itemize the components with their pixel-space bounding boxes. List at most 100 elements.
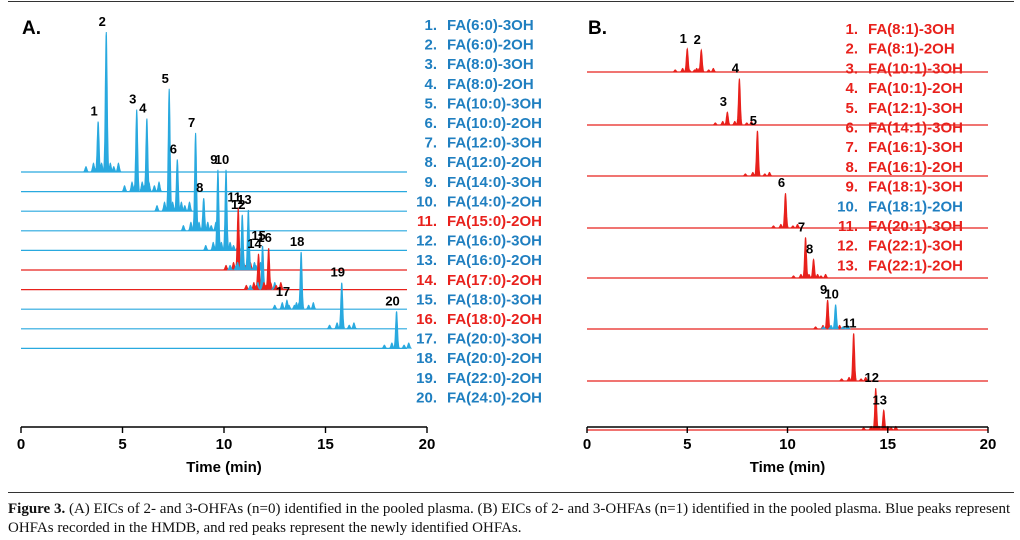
x-tick-label: 0 [583, 436, 591, 453]
peak-label-7: 7 [188, 115, 195, 130]
peak-label-3: 3 [129, 92, 136, 107]
legend-entry: FA(18:1)-3OH [868, 179, 963, 196]
legend-entry: FA(12:1)-3OH [868, 100, 963, 117]
peak-noise [173, 197, 181, 212]
peak-noise [812, 326, 819, 330]
x-tick-label: 15 [317, 436, 334, 453]
peak-noise [139, 181, 146, 192]
peak-noise [686, 69, 693, 73]
peak-noise [247, 284, 254, 290]
peak-noise [794, 223, 801, 229]
legend-number: 2. [424, 37, 437, 54]
peak-label-4: 4 [732, 61, 740, 76]
peak-label-8: 8 [196, 180, 203, 195]
legend-number: 18. [416, 350, 437, 367]
peak-noise [338, 319, 345, 329]
peak-label-18: 18 [290, 234, 304, 249]
x-tick-label: 15 [879, 436, 896, 453]
legend-number: 5. [424, 95, 437, 112]
peak-noise [782, 222, 789, 229]
caption-text: (A) EICs of 2- and 3-OHFAs (n=0) identif… [8, 501, 1011, 536]
peak-2 [697, 48, 705, 73]
legend-entry: FA(24:0)-2OH [447, 389, 542, 406]
peak-noise [253, 284, 260, 290]
peak-label-17: 17 [276, 284, 290, 299]
legend-number: 20. [416, 389, 437, 406]
peak-noise [245, 258, 252, 271]
legend-entry: FA(18:1)-2OH [868, 198, 963, 215]
peak-label-5: 5 [750, 113, 757, 128]
peak-label-19: 19 [331, 265, 345, 280]
legend-number: 16. [416, 311, 437, 328]
caption-label: Figure 3. [8, 501, 66, 517]
legend-number: 5. [845, 100, 858, 117]
peak-noise [820, 326, 827, 330]
peak-noise [766, 171, 773, 177]
peak-noise [143, 177, 151, 192]
peak-noise [838, 378, 845, 382]
peak-7 [801, 237, 809, 279]
legend-entry: FA(10:1)-3OH [868, 60, 963, 77]
peak-18 [297, 251, 305, 310]
peak-noise [110, 166, 117, 173]
legend-number: 11. [838, 218, 858, 235]
legend-entry: FA(17:0)-2OH [447, 272, 542, 289]
peak-noise [91, 166, 97, 173]
legend-entry: FA(15:0)-2OH [447, 213, 542, 230]
peak-noise [265, 279, 272, 290]
peak-noise [180, 225, 187, 231]
peak-noise [285, 304, 293, 310]
peak-noise [98, 162, 106, 173]
peak-label-5: 5 [162, 71, 169, 86]
peak-noise [310, 302, 317, 310]
peak-noise [297, 299, 305, 310]
peak-noise [169, 201, 177, 212]
peak-noise [698, 66, 705, 73]
legend-number: 4. [845, 80, 858, 97]
peak-label-7: 7 [798, 219, 805, 234]
peak-12 [872, 388, 879, 431]
legend-entry: FA(12:0)-2OH [447, 154, 542, 171]
peak-noise [892, 425, 899, 431]
peak-6 [781, 193, 789, 229]
legend-number: 9. [845, 179, 858, 196]
panel-b-title: B. [588, 18, 607, 39]
legend-entry: FA(8:0)-3OH [447, 56, 534, 73]
panel-b-legend: 1. FA(8:1)-3OH 2. FA(8:1)-2OH 3. FA(10:1)-3OH… [837, 21, 963, 274]
peak-label-10: 10 [824, 287, 838, 302]
panel-b-x-axis: 0 5 10 15 20 Time (min) [583, 426, 996, 476]
peak-label-16: 16 [257, 230, 271, 245]
legend-number: 4. [424, 76, 437, 93]
peak-noise [832, 323, 839, 330]
peak-16 [265, 248, 272, 290]
peak-1 [682, 47, 691, 73]
legend-number: 9. [424, 174, 437, 191]
peak-noise [277, 281, 284, 290]
peak-noise [405, 342, 412, 349]
peak-noise [151, 185, 159, 192]
legend-number: 8. [845, 159, 858, 176]
peak-label-8: 8 [806, 241, 813, 256]
peak-label-12: 12 [231, 197, 245, 212]
peak-2 [102, 31, 110, 172]
x-tick-label: 0 [17, 436, 25, 453]
peak-19 [338, 282, 345, 329]
peak-6 [173, 159, 181, 212]
peak-noise [227, 264, 234, 271]
bottom-rule [8, 492, 1014, 493]
peak-9 [824, 299, 831, 330]
peak-label-9: 9 [820, 282, 827, 297]
peak-noise [271, 304, 278, 310]
peak-noise [850, 375, 857, 382]
peak-4 [143, 118, 150, 192]
legend-number: 7. [845, 139, 858, 156]
peak-5 [753, 130, 761, 177]
peak-20 [392, 311, 400, 349]
peak-3 [133, 109, 140, 192]
peak-label-1: 1 [91, 104, 98, 119]
peak-noise [186, 201, 193, 212]
peak-noise [679, 67, 686, 73]
peak-label-3: 3 [720, 94, 727, 109]
